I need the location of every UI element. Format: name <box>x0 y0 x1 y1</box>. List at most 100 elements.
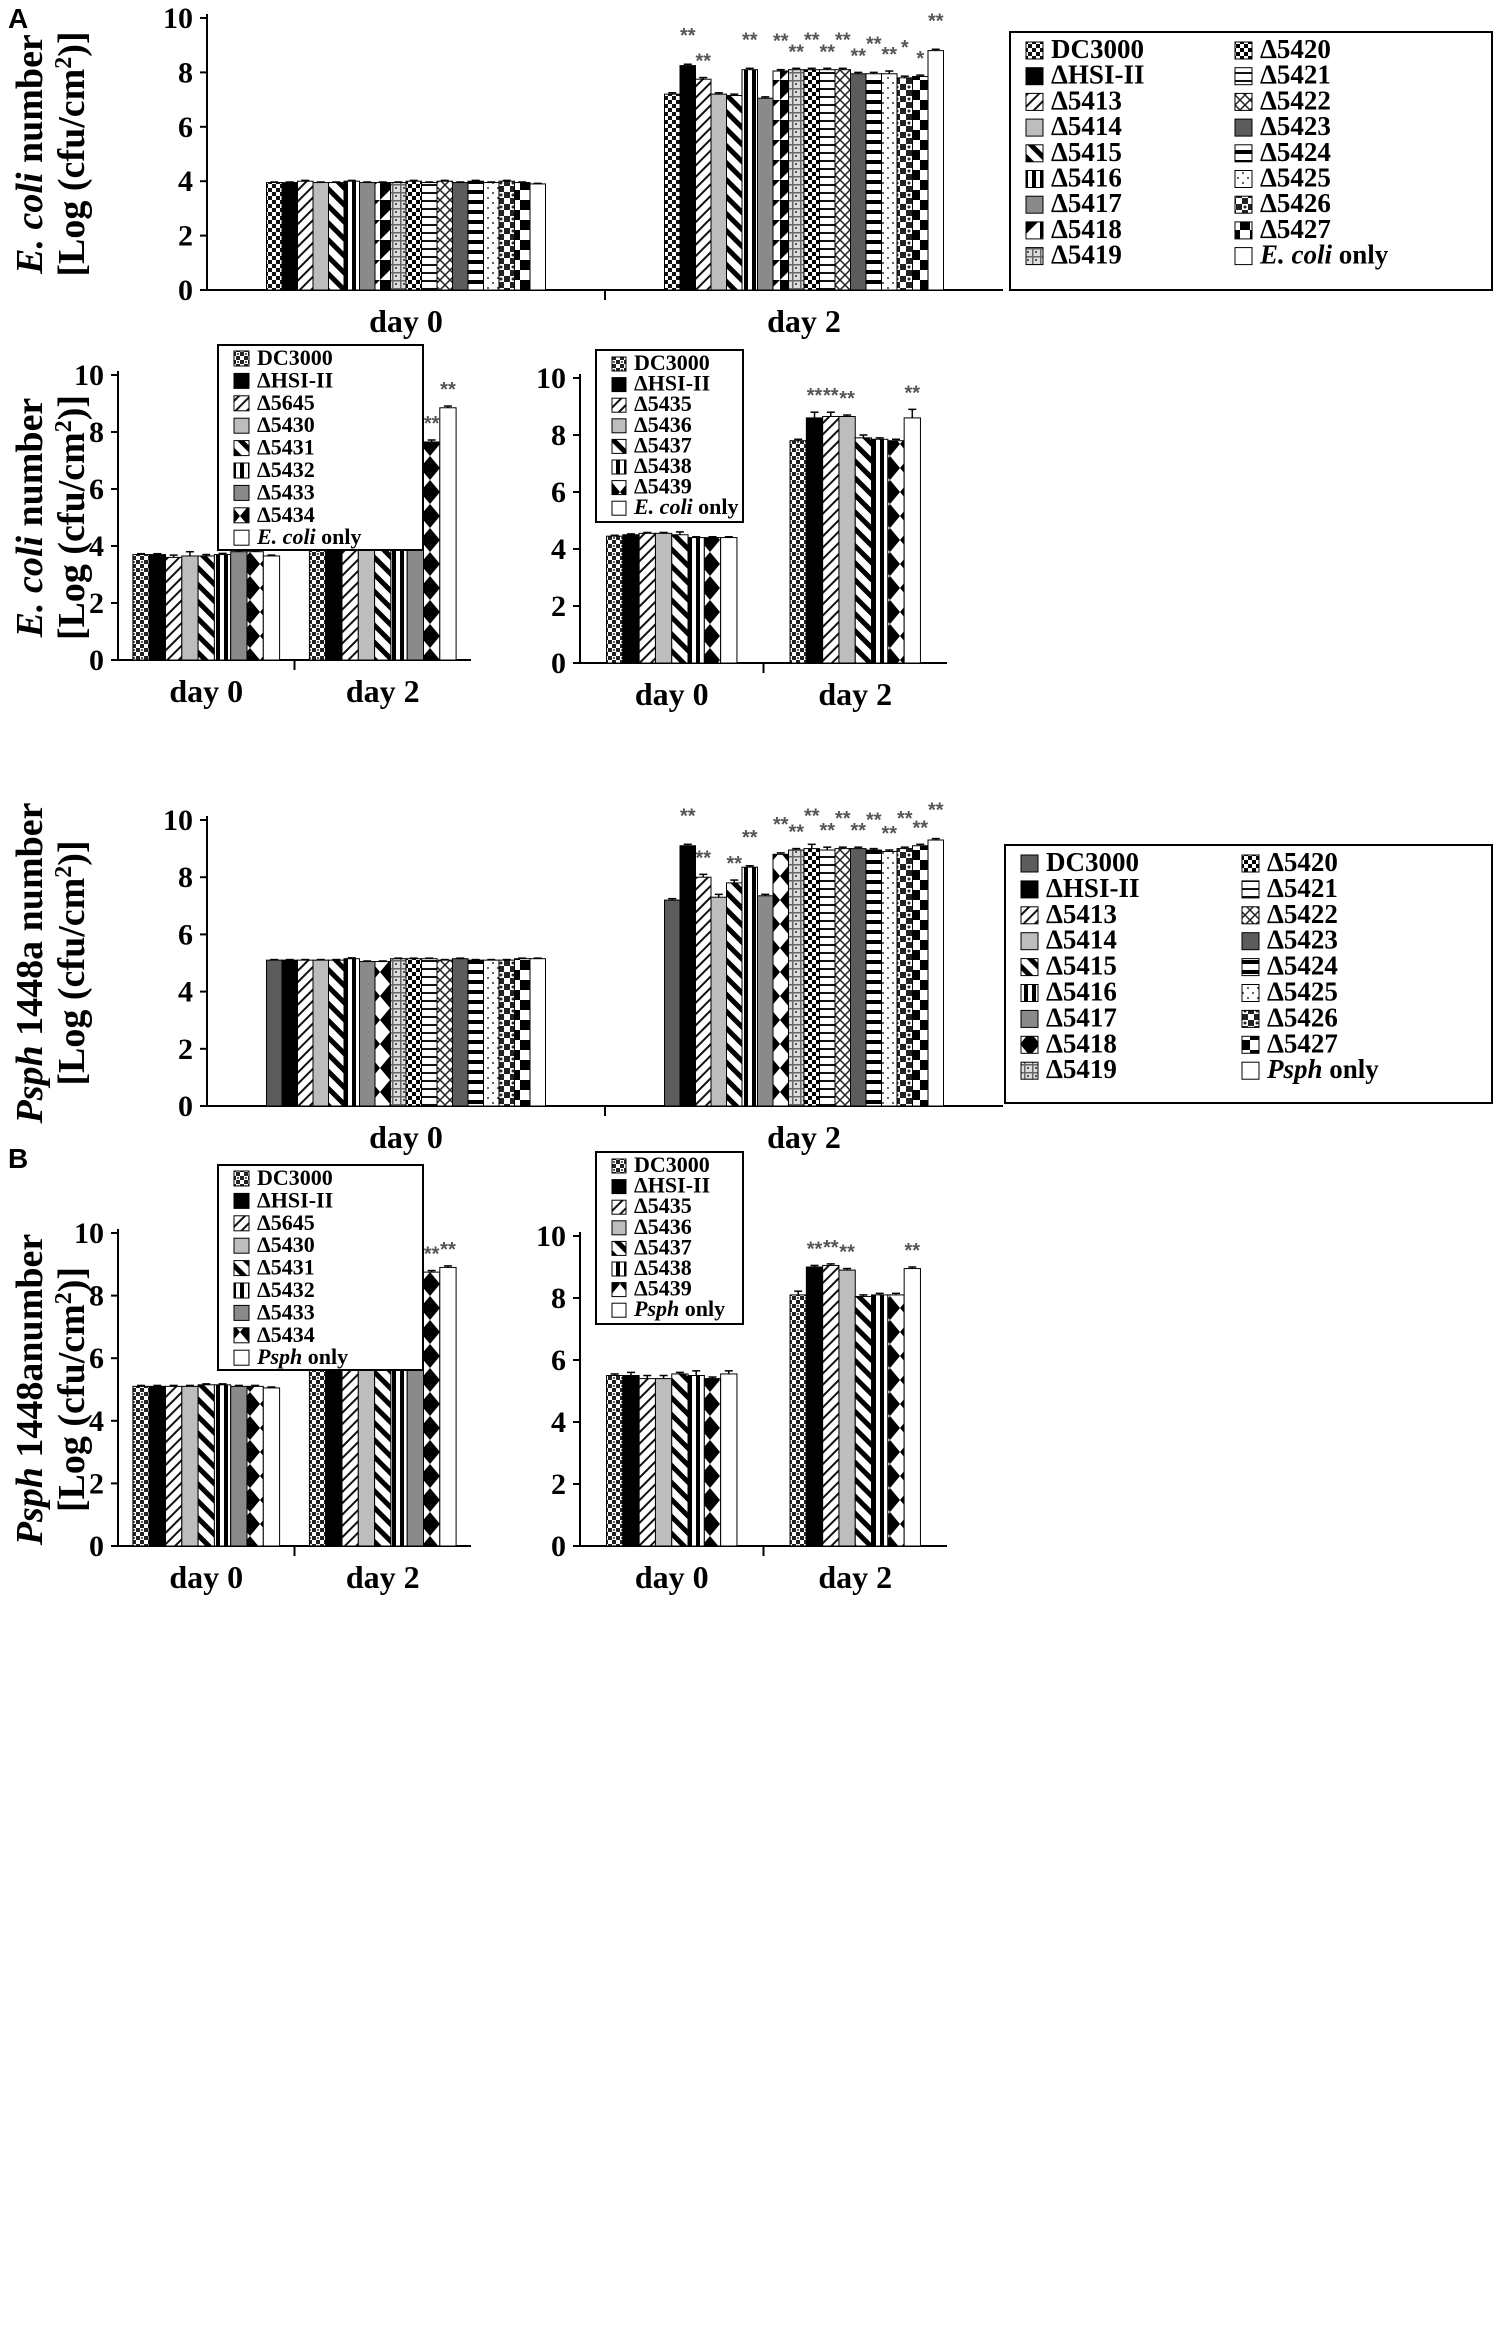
legend-label: DC3000 <box>1046 847 1139 877</box>
bar <box>887 1294 905 1547</box>
bar <box>423 441 441 661</box>
legend-swatch <box>233 1237 250 1254</box>
legend: DC3000ΔHSI-IIΔ5645Δ5430Δ5431Δ5432Δ5433Δ5… <box>217 344 424 551</box>
legend-label: Δ5430 <box>257 1232 315 1257</box>
bar <box>359 961 376 1107</box>
legend-label: Δ5414 <box>1046 925 1117 955</box>
bar <box>181 1385 199 1547</box>
legend-label: DC3000 <box>634 350 710 375</box>
bar <box>819 69 836 291</box>
bar <box>483 959 500 1107</box>
significance-marker: ** <box>726 853 742 875</box>
y-axis-label-line1: Psph 1448anumber <box>9 1234 51 1547</box>
significance-marker: ** <box>788 41 804 63</box>
bar <box>687 1375 705 1547</box>
bar <box>803 69 820 291</box>
bar <box>838 1269 856 1547</box>
bar <box>165 556 183 661</box>
y-tick-label: 8 <box>551 1282 566 1315</box>
bar <box>266 182 283 291</box>
legend: DC3000ΔHSI-IIΔ5435Δ5436Δ5437Δ5438Δ5439Ps… <box>595 1151 744 1325</box>
significance-marker: ** <box>819 41 835 63</box>
y-tick-label: 10 <box>74 359 104 392</box>
legend-swatch <box>233 507 250 524</box>
legend-swatch <box>611 1199 627 1215</box>
bar <box>772 70 789 291</box>
legend-label: Δ5437 <box>634 1234 692 1259</box>
legend-swatch <box>1234 67 1253 86</box>
legend-swatch <box>1025 92 1044 111</box>
legend-swatch <box>1241 984 1260 1002</box>
legend-label: ΔHSI-II <box>257 367 333 392</box>
bar <box>687 537 705 664</box>
y-tick-label: 2 <box>89 587 104 620</box>
legend-label: E. coli only <box>1259 240 1389 270</box>
bar <box>374 961 391 1107</box>
legend-label: ΔHSI-II <box>1046 873 1139 903</box>
category-label: day 2 <box>818 676 892 712</box>
category-label: day 2 <box>818 1559 892 1595</box>
significance-marker: ** <box>823 385 839 407</box>
significance-marker: ** <box>905 382 921 404</box>
legend-swatch <box>1241 906 1260 925</box>
bar <box>359 182 376 291</box>
legend-swatch <box>233 350 250 367</box>
legend-swatch <box>611 1261 627 1277</box>
panel-label-b: B <box>8 1143 28 1174</box>
legend-swatch <box>1241 854 1260 873</box>
category-label: day 0 <box>635 1559 709 1595</box>
legend-swatch <box>611 1302 627 1318</box>
bar <box>896 848 913 1107</box>
bar <box>679 65 696 291</box>
y-tick-label: 0 <box>178 274 193 307</box>
bar <box>439 407 457 661</box>
legend-label: Psph only <box>633 1296 725 1321</box>
y-tick-label: 2 <box>178 1033 193 1066</box>
significance-marker: ** <box>905 1240 921 1262</box>
bar <box>865 73 882 291</box>
legend-swatch <box>1241 1009 1260 1028</box>
legend-swatch <box>1020 984 1039 1002</box>
significance-marker: ** <box>788 822 804 844</box>
legend-label: Δ5432 <box>257 457 315 482</box>
significance-marker: ** <box>680 25 696 47</box>
legend-label: Δ5430 <box>257 412 315 437</box>
legend-swatch <box>611 1282 627 1298</box>
bar <box>281 959 298 1107</box>
y-tick-label: 10 <box>163 2 193 35</box>
y-tick-label: 8 <box>178 56 193 89</box>
bar <box>266 959 283 1107</box>
y-tick-label: 10 <box>536 362 566 395</box>
legend-label: ΔHSI-II <box>257 1187 333 1212</box>
legend-label: Δ5433 <box>257 479 315 504</box>
y-tick-label: 10 <box>74 1217 104 1250</box>
y-axis-label-line1: E. coli number <box>9 34 51 275</box>
legend-label: Δ5438 <box>634 1255 692 1280</box>
bar <box>805 417 824 664</box>
legend-swatch <box>1234 92 1253 111</box>
legend-swatch <box>1234 221 1253 240</box>
significance-marker: ** <box>424 413 440 435</box>
bar <box>132 1385 150 1547</box>
legend-label: Psph only <box>1266 1054 1379 1084</box>
legend-swatch <box>1020 958 1039 977</box>
bar <box>439 1266 457 1547</box>
legend-swatch <box>611 438 627 454</box>
bar <box>757 895 774 1107</box>
legend-swatch <box>233 1282 250 1299</box>
legend-label: Δ5422 <box>1267 899 1338 929</box>
bar <box>789 440 807 664</box>
legend-swatch <box>611 459 627 475</box>
legend-swatch <box>1025 195 1044 214</box>
legend-label: Δ5420 <box>1260 34 1331 64</box>
legend-label: Δ5415 <box>1051 137 1122 167</box>
bar <box>881 73 898 291</box>
bar <box>343 180 360 291</box>
significance-marker: ** <box>440 379 456 401</box>
bar <box>452 958 469 1107</box>
bar <box>887 440 905 664</box>
significance-marker: ** <box>881 823 897 845</box>
bar <box>720 537 738 664</box>
significance-marker: ** <box>839 1242 855 1264</box>
